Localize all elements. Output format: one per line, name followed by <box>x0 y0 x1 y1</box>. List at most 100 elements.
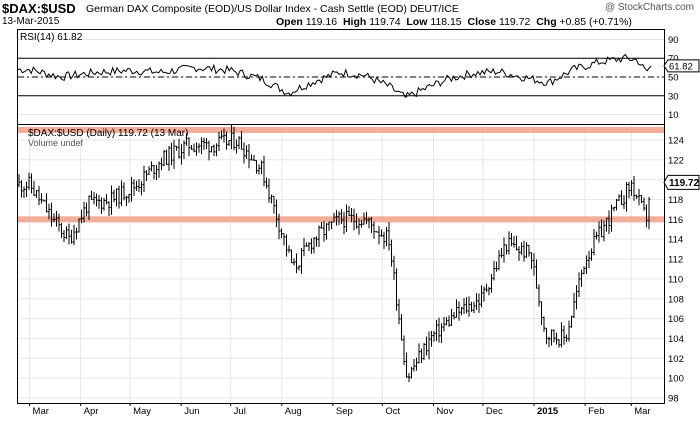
price-bar <box>400 314 403 341</box>
price-bar <box>175 145 178 151</box>
price-bar <box>345 204 348 233</box>
price-tick-label: 106 <box>668 314 684 325</box>
price-bar <box>507 231 511 255</box>
price-bar <box>192 143 196 153</box>
price-bar <box>470 301 473 312</box>
close-value: 119.72 <box>499 16 531 28</box>
price-bar <box>520 242 523 255</box>
price-bar <box>67 223 71 245</box>
price-bar <box>332 212 336 223</box>
price-bar <box>50 202 53 227</box>
price-bar <box>405 352 408 378</box>
price-bar <box>160 157 163 171</box>
rsi-tick-label: 90 <box>668 35 679 46</box>
price-bar <box>197 143 201 153</box>
price-bar <box>127 193 131 203</box>
date-tick-label: Feb <box>588 406 604 417</box>
price-bar <box>395 268 398 311</box>
rsi-axis: 90 70 50 30 10 <box>668 35 679 121</box>
ohlc-readout: Open 119.16 High 119.74 Low 118.15 Close… <box>276 16 632 28</box>
price-tick-label: 108 <box>668 294 684 305</box>
price-bar <box>250 154 253 161</box>
price-bar <box>147 166 151 175</box>
price-bar <box>562 325 566 345</box>
price-bar <box>187 137 191 157</box>
price-bar <box>242 142 246 164</box>
open-label: Open <box>276 16 303 28</box>
price-bar <box>515 235 518 251</box>
date-tick-label: Jun <box>184 406 199 417</box>
price-bar <box>497 250 501 271</box>
price-bar <box>415 357 418 371</box>
price-bar <box>360 219 363 228</box>
price-bar <box>645 204 648 228</box>
price-bar <box>575 285 578 310</box>
price-bar <box>365 211 368 225</box>
price-bar <box>442 316 446 332</box>
rsi-tick-label: 70 <box>668 54 679 65</box>
price-bar <box>460 306 463 316</box>
price-bar <box>407 373 411 383</box>
price-bar <box>372 221 376 239</box>
price-bar <box>647 196 651 230</box>
price-bar <box>112 189 116 203</box>
price-tick-label: 114 <box>668 235 683 246</box>
price-bar <box>282 233 286 246</box>
price-axis: 1241221201181161141121101081061041021009… <box>668 135 684 404</box>
price-bar <box>172 139 176 169</box>
price-bar <box>252 154 256 161</box>
price-bar <box>585 255 588 274</box>
price-bar <box>637 188 641 206</box>
price-bar <box>222 128 226 143</box>
price-bar <box>327 221 331 231</box>
price-bar <box>560 322 563 348</box>
price-bar <box>402 335 406 366</box>
watermark: @ StockCharts.com <box>604 2 694 13</box>
price-bar <box>422 342 426 361</box>
price-bar <box>620 190 623 206</box>
price-bar <box>462 298 466 314</box>
price-bar <box>370 217 373 234</box>
price-bar <box>97 195 101 209</box>
price-bar <box>235 139 238 154</box>
price-bar <box>125 195 128 206</box>
price-bar <box>82 201 86 223</box>
price-bar <box>290 249 293 264</box>
price-tick-label: 110 <box>668 274 683 285</box>
price-bar <box>352 208 356 231</box>
price-bar <box>565 334 568 342</box>
price-bar <box>640 195 643 204</box>
price-bar <box>205 137 208 150</box>
price-bar <box>375 231 378 233</box>
rsi-oversold-fill <box>405 95 419 98</box>
price-bar <box>232 126 236 151</box>
price-bar <box>475 293 478 310</box>
price-bar <box>257 164 261 175</box>
price-bar <box>547 336 551 348</box>
price-bar <box>480 285 483 308</box>
price-bar <box>217 131 221 152</box>
price-bar <box>552 329 556 343</box>
price-bar <box>62 230 66 242</box>
price-bar <box>145 170 148 181</box>
price-bar <box>65 226 68 240</box>
price-bar <box>325 223 328 240</box>
high-label: High <box>342 16 367 28</box>
price-bar <box>537 284 541 307</box>
price-bar <box>285 234 288 257</box>
price-bar <box>392 255 396 280</box>
price-bar <box>212 144 216 156</box>
price-bar <box>167 145 171 171</box>
price-bar <box>437 317 441 343</box>
price-bar <box>587 250 591 269</box>
date-tick-label: Nov <box>436 406 453 417</box>
price-bar <box>72 224 76 246</box>
price-bar <box>80 209 83 224</box>
price-bar <box>267 178 271 203</box>
price-bar <box>432 330 436 342</box>
price-bar <box>20 180 23 198</box>
price-bar <box>540 301 543 326</box>
price-bar <box>390 239 393 267</box>
price-bar <box>335 209 338 226</box>
